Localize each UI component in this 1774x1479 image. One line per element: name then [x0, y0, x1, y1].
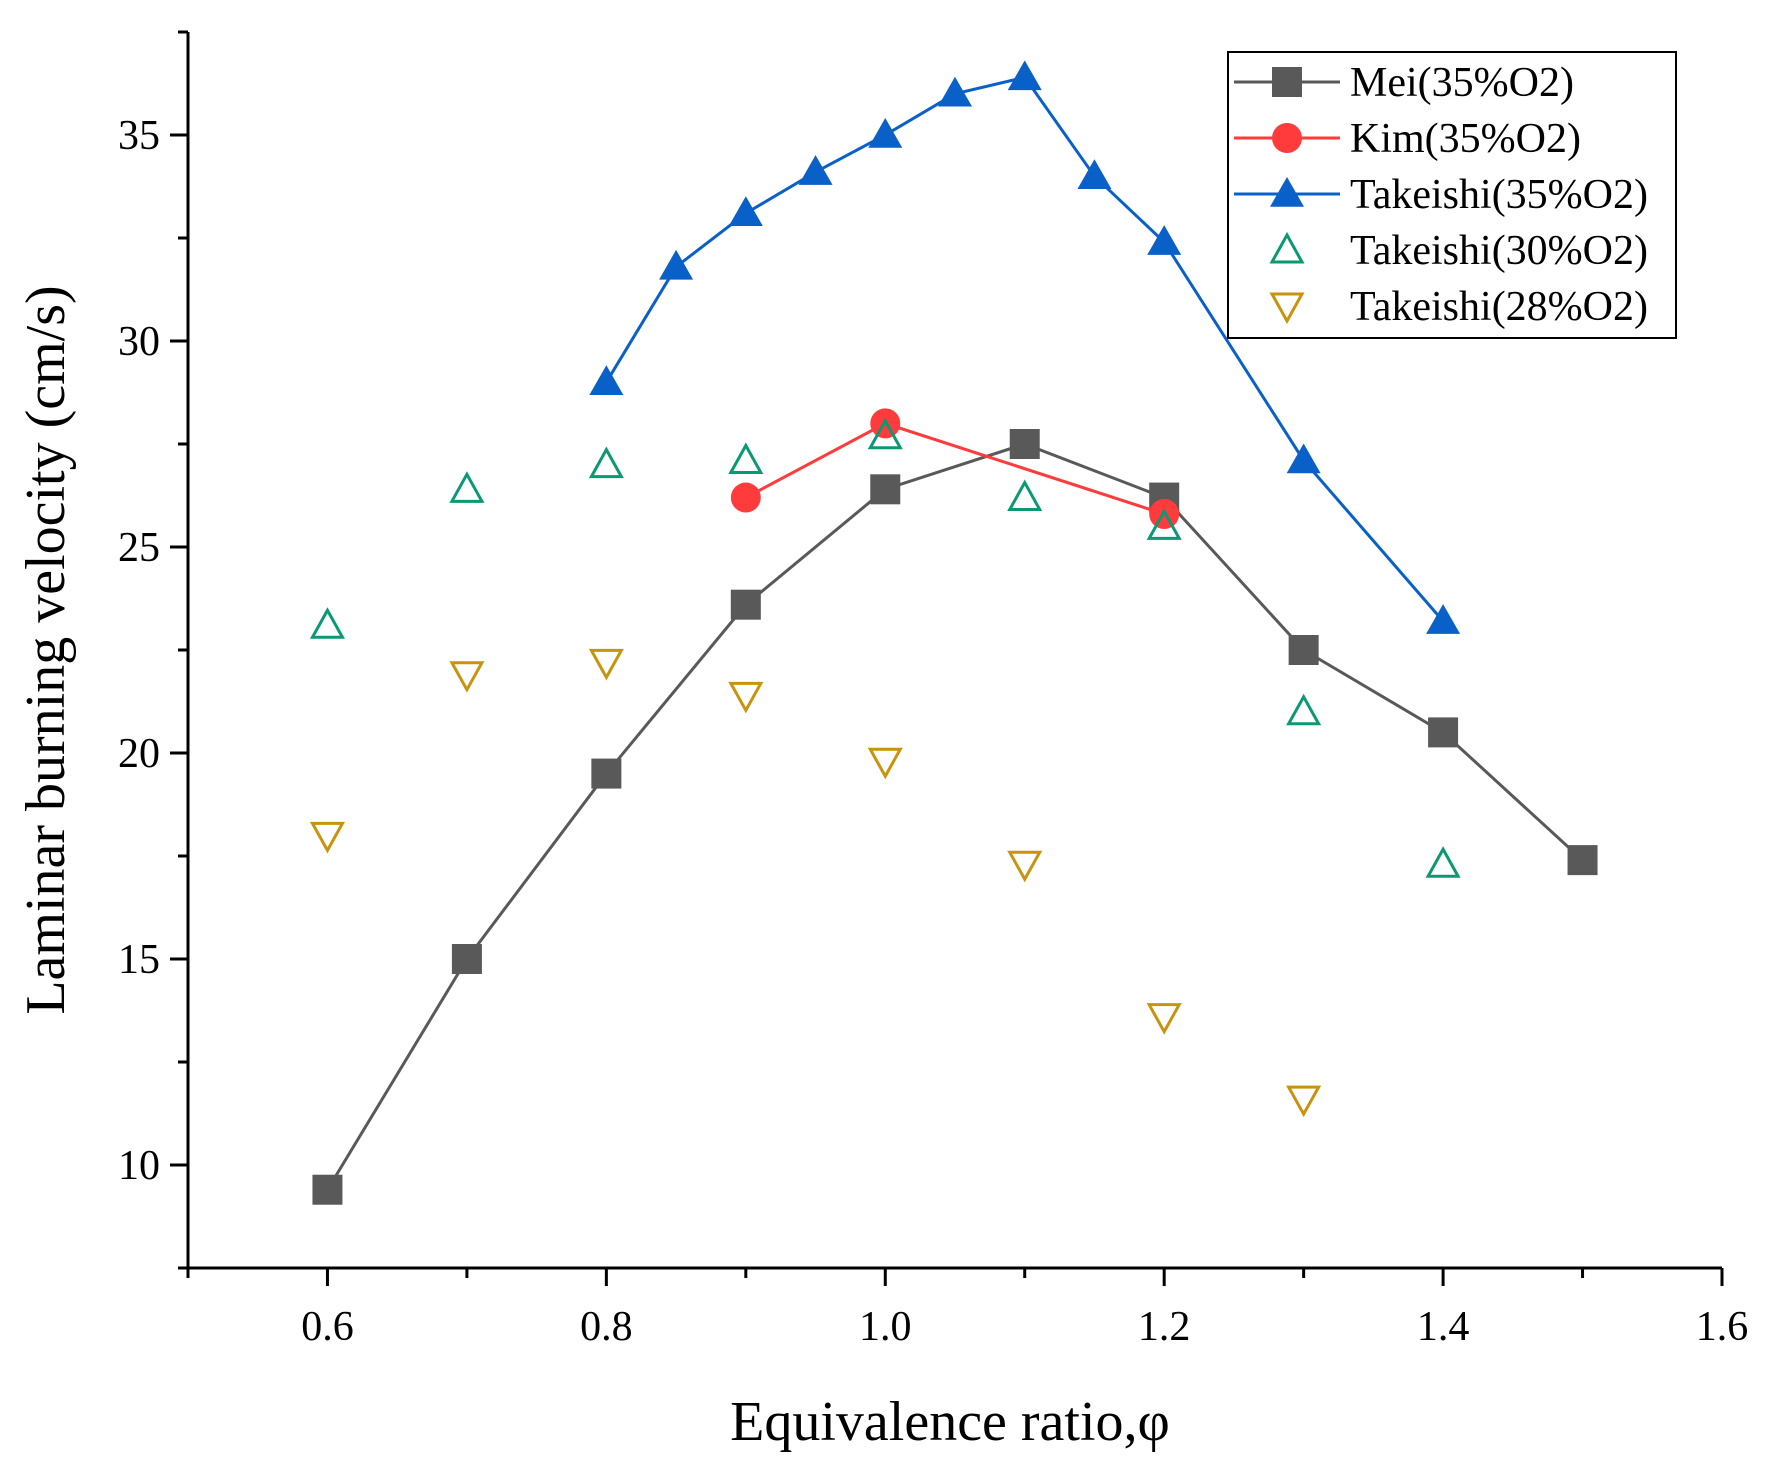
data-point: [309, 607, 346, 639]
series-0: [312, 429, 1598, 1205]
data-point: [1146, 1003, 1182, 1035]
series-line: [326, 442, 1584, 1191]
data-point: [588, 648, 624, 681]
y-tick-label: 20: [118, 731, 160, 777]
x-axis-title: Equivalence ratio,φ: [730, 1391, 1170, 1453]
data-point: [1567, 845, 1598, 876]
legend-marker: [1269, 231, 1305, 264]
data-point: [449, 661, 485, 693]
data-point: [1147, 225, 1182, 255]
data-point: [1286, 693, 1322, 726]
legend-marker: [1272, 67, 1302, 97]
data-point: [1146, 508, 1182, 540]
data-point: [728, 196, 763, 227]
series-4: [309, 648, 1322, 1118]
data-point: [728, 681, 764, 714]
x-tick-label: 0.6: [301, 1304, 354, 1350]
data-point: [867, 747, 903, 780]
data-point: [1425, 846, 1461, 878]
data-point: [1077, 159, 1112, 189]
x-tick-label: 0.8: [580, 1304, 633, 1350]
data-point: [1007, 60, 1042, 91]
data-point: [312, 1174, 343, 1205]
legend-label: Takeishi(30%O2): [1350, 228, 1648, 274]
legend-marker: [1270, 177, 1304, 207]
y-tick-label: 10: [118, 1143, 160, 1189]
data-point: [938, 76, 972, 107]
data-point: [451, 944, 482, 974]
legend-marker: [1272, 123, 1302, 153]
data-point: [1288, 635, 1319, 665]
x-tick-label: 1.6: [1696, 1304, 1749, 1350]
series-2: [589, 60, 1461, 634]
data-point: [659, 249, 694, 280]
legend: Mei(35%O2) Kim(35%O2) Takeishi(35%O2) Takei…: [1227, 51, 1677, 339]
data-point: [1286, 1085, 1322, 1118]
data-point: [449, 471, 485, 503]
data-point: [589, 365, 624, 395]
data-point: [1009, 429, 1040, 459]
data-point: [309, 821, 346, 854]
data-point: [730, 589, 761, 620]
data-point: [1007, 850, 1043, 883]
data-point: [867, 417, 903, 450]
data-point: [868, 118, 903, 148]
series-line: [745, 421, 1165, 516]
y-axis-title: Laminar burning velocity (cm/s): [15, 285, 77, 1014]
y-tick-label: 35: [118, 113, 160, 159]
data-point: [730, 482, 761, 513]
y-tick-label: 30: [118, 319, 160, 365]
data-point: [1286, 443, 1321, 474]
legend-label: Takeishi(35%O2): [1350, 172, 1648, 218]
x-tick-label: 1.2: [1138, 1304, 1191, 1350]
data-point: [1426, 604, 1461, 634]
series-layer: [309, 60, 1598, 1205]
data-point: [798, 155, 833, 185]
data-point: [870, 474, 901, 505]
legend-marker: [1269, 292, 1305, 325]
data-point: [588, 446, 624, 479]
x-tick-label: 1.0: [859, 1304, 912, 1350]
legend-label: Mei(35%O2): [1350, 60, 1574, 106]
y-tick-label: 25: [118, 525, 160, 571]
data-point: [1007, 479, 1043, 512]
data-point: [728, 442, 764, 474]
series-1: [730, 408, 1180, 530]
legend-label: Takeishi(28%O2): [1350, 284, 1648, 330]
data-point: [1428, 717, 1459, 748]
y-tick-label: 15: [118, 937, 160, 983]
data-point: [591, 758, 622, 789]
series-3: [309, 417, 1461, 878]
x-tick-label: 1.4: [1417, 1304, 1470, 1350]
axes: 0.6 0.8 1.0 1.2 1.4 1.6 10 15 20 25 30 35: [118, 30, 1749, 1350]
legend-label: Kim(35%O2): [1350, 116, 1581, 162]
